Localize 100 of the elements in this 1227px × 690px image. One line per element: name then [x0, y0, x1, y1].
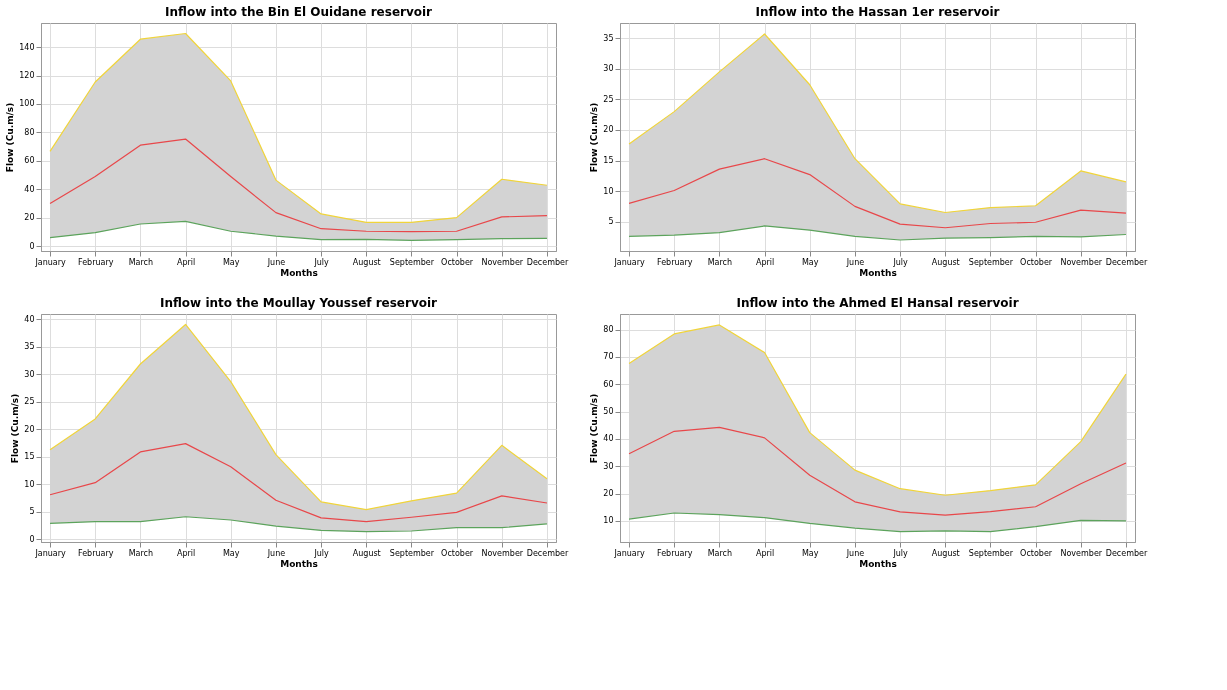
x-axis-title: Months: [280, 267, 318, 278]
x-tick-label: May: [801, 257, 819, 267]
y-tick-label: 40: [603, 434, 614, 444]
x-tick-label: December: [526, 548, 569, 558]
y-tick-label: 70: [603, 352, 614, 362]
x-tick-label: April: [755, 257, 775, 267]
x-axis-title: Months: [280, 558, 318, 569]
x-tick-label: February: [656, 548, 693, 558]
y-tick-label: 10: [603, 186, 614, 196]
y-axis-title: Flow (Cu.m/s): [589, 102, 600, 173]
y-axis-title: Flow (Cu.m/s): [10, 393, 21, 464]
line-series: [628, 225, 1127, 241]
x-tick-label: January: [34, 257, 66, 267]
y-tick-label: 35: [24, 342, 35, 352]
y-axis-title: Flow (Cu.m/s): [5, 102, 16, 173]
y-tick-label: 0: [29, 241, 35, 251]
x-tick-label: May: [801, 548, 819, 558]
x-tick-label: December: [526, 257, 569, 267]
x-tick-label: September: [968, 548, 1014, 558]
line-series: [49, 516, 548, 533]
y-axis-title: Flow (Cu.m/s): [589, 393, 600, 464]
chart-title: Inflow into the Hassan 1er reservoir: [755, 5, 1000, 19]
y-tick-label: 0: [29, 534, 35, 544]
x-tick-label: April: [176, 257, 196, 267]
x-tick-label: July: [313, 548, 330, 558]
x-tick-label: November: [481, 257, 524, 267]
x-axis-title: Months: [859, 267, 897, 278]
y-tick-label: 60: [24, 156, 35, 166]
y-tick-label: 25: [24, 397, 35, 407]
y-tick-label: 25: [603, 94, 614, 104]
x-tick-label: October: [1020, 548, 1053, 558]
chart-title: Inflow into the Bin El Ouidane reservoir: [164, 5, 433, 19]
x-tick-label: June: [845, 257, 865, 267]
x-tick-label: February: [77, 257, 114, 267]
y-tick-label: 30: [603, 64, 614, 74]
x-tick-label: December: [1105, 548, 1148, 558]
x-tick-label: June: [845, 548, 865, 558]
y-tick-label: 10: [603, 516, 614, 526]
x-tick-label: October: [1020, 257, 1053, 267]
y-tick-label: 120: [19, 71, 35, 81]
x-tick-label: December: [1105, 257, 1148, 267]
y-tick-label: 20: [24, 213, 35, 223]
y-tick-label: 5: [608, 217, 614, 227]
y-tick-label: 30: [603, 461, 614, 471]
x-tick-label: April: [755, 548, 775, 558]
y-tick-label: 15: [24, 452, 35, 462]
line-series: [628, 512, 1127, 533]
x-tick-label: May: [222, 257, 240, 267]
line-series: [49, 443, 548, 523]
x-tick-label: May: [222, 548, 240, 558]
x-tick-label: September: [968, 257, 1014, 267]
x-tick-label: February: [77, 548, 114, 558]
x-tick-label: April: [176, 548, 196, 558]
y-tick-label: 140: [19, 42, 35, 52]
y-tick-label: 80: [24, 127, 35, 137]
y-tick-label: 80: [603, 325, 614, 335]
y-tick-label: 20: [603, 125, 614, 135]
x-tick-label: August: [352, 257, 381, 267]
y-tick-label: 100: [19, 99, 35, 109]
x-axis-title: Months: [859, 558, 897, 569]
x-tick-label: January: [613, 257, 645, 267]
x-tick-label: August: [352, 548, 381, 558]
x-tick-label: October: [441, 548, 474, 558]
line-series: [628, 158, 1127, 229]
y-tick-label: 60: [603, 379, 614, 389]
line-series: [49, 138, 548, 233]
x-tick-label: March: [707, 257, 733, 267]
line-series: [628, 324, 1127, 496]
x-tick-label: March: [128, 548, 154, 558]
y-tick-label: 20: [603, 489, 614, 499]
x-tick-label: July: [892, 257, 909, 267]
y-tick-label: 20: [24, 424, 35, 434]
x-tick-label: November: [481, 548, 524, 558]
x-tick-label: June: [266, 548, 286, 558]
x-tick-label: August: [931, 548, 960, 558]
y-tick-label: 40: [24, 184, 35, 194]
chart-title: Inflow into the Ahmed El Hansal reservoir: [736, 296, 1019, 310]
line-series: [49, 220, 548, 241]
x-tick-label: February: [656, 257, 693, 267]
x-tick-label: July: [892, 548, 909, 558]
x-tick-label: March: [128, 257, 154, 267]
x-tick-label: January: [34, 548, 66, 558]
x-tick-label: June: [266, 257, 286, 267]
y-tick-label: 15: [603, 156, 614, 166]
chart-title: Inflow into the Moullay Youssef reservoir: [159, 296, 438, 310]
y-tick-label: 50: [603, 407, 614, 417]
x-tick-label: January: [613, 548, 645, 558]
x-tick-label: September: [389, 257, 435, 267]
y-tick-label: 35: [603, 33, 614, 43]
x-tick-label: August: [931, 257, 960, 267]
x-tick-label: March: [707, 548, 733, 558]
x-tick-label: November: [1060, 548, 1103, 558]
y-tick-label: 10: [24, 479, 35, 489]
x-tick-label: September: [389, 548, 435, 558]
x-tick-label: July: [313, 257, 330, 267]
line-series: [628, 426, 1127, 516]
y-tick-label: 5: [29, 507, 35, 517]
x-tick-label: November: [1060, 257, 1103, 267]
y-tick-label: 40: [24, 314, 35, 324]
y-tick-label: 30: [24, 369, 35, 379]
